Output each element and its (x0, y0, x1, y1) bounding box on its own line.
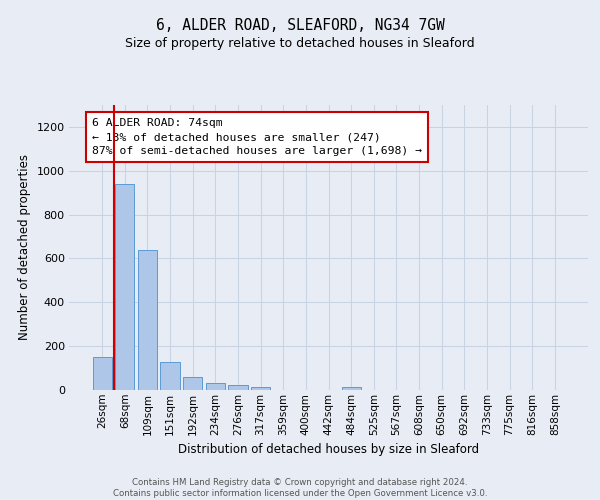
Bar (251, 386, 270, 390)
Bar (92, 357, 112, 390)
Text: 6 ALDER ROAD: 74sqm
← 13% of detached houses are smaller (247)
87% of semi-detac: 6 ALDER ROAD: 74sqm ← 13% of detached ho… (92, 118, 422, 156)
Bar (115, 184, 134, 390)
X-axis label: Distribution of detached houses by size in Sleaford: Distribution of detached houses by size … (178, 443, 479, 456)
Text: 6, ALDER ROAD, SLEAFORD, NG34 7GW: 6, ALDER ROAD, SLEAFORD, NG34 7GW (155, 18, 445, 32)
Text: Size of property relative to detached houses in Sleaford: Size of property relative to detached ho… (125, 38, 475, 51)
Bar (138, 250, 157, 390)
Bar (160, 362, 180, 390)
Bar (183, 377, 202, 390)
Y-axis label: Number of detached properties: Number of detached properties (18, 154, 31, 340)
Text: Contains HM Land Registry data © Crown copyright and database right 2024.
Contai: Contains HM Land Registry data © Crown c… (113, 478, 487, 498)
Bar (229, 384, 248, 390)
Bar (341, 386, 361, 390)
Bar (206, 384, 225, 390)
